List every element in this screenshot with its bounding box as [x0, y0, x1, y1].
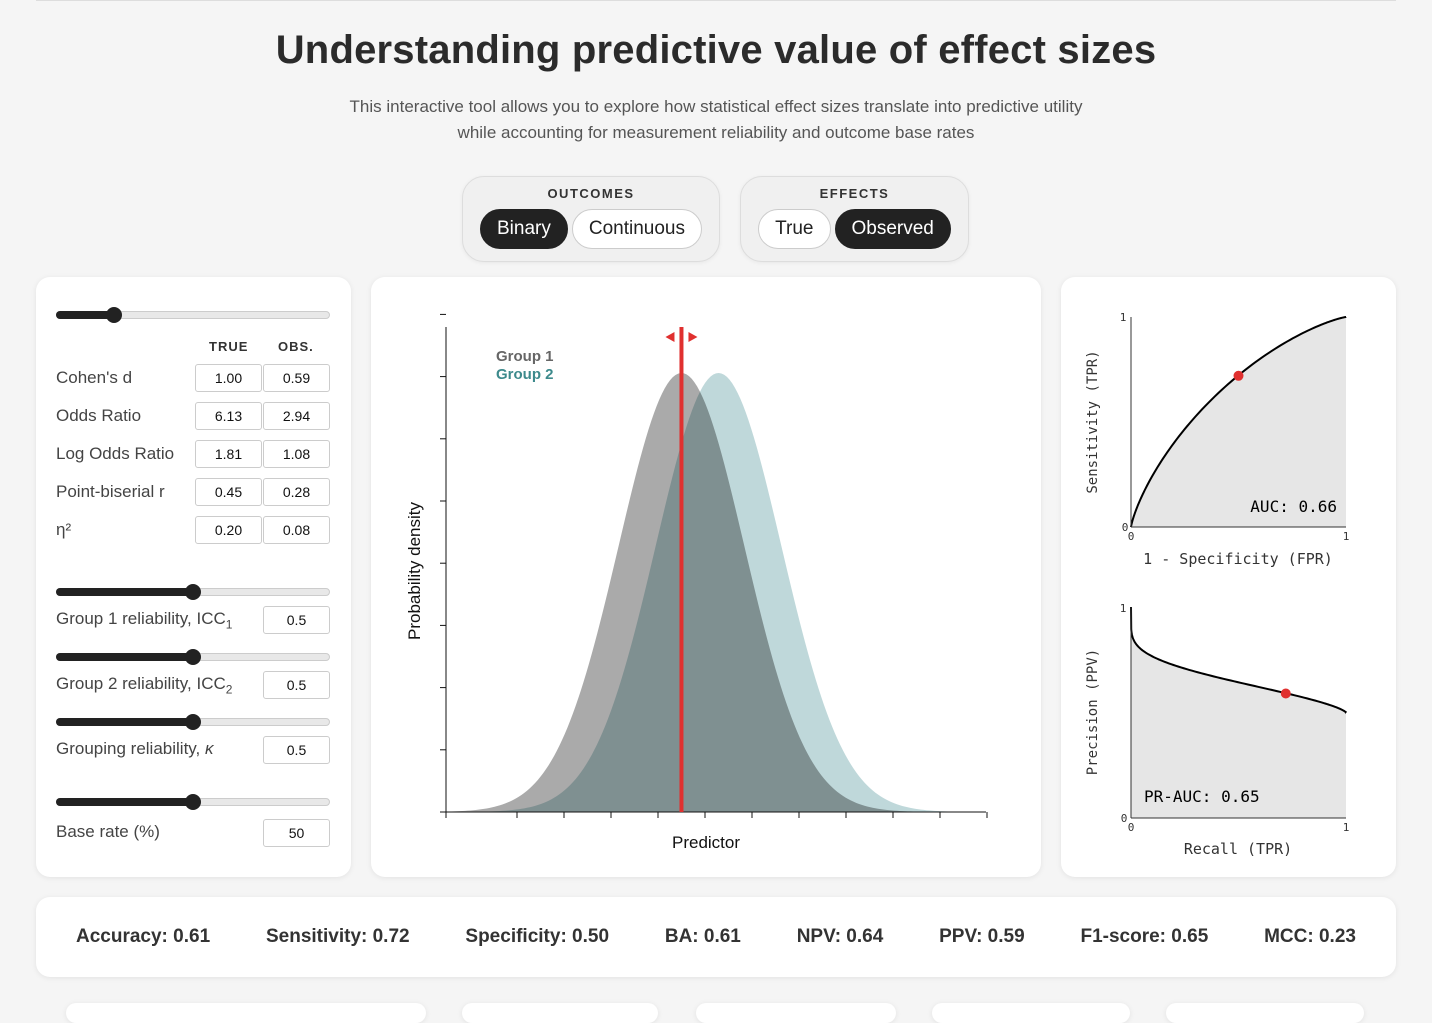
- base-rate-slider[interactable]: [56, 792, 330, 812]
- x-axis-label: Predictor: [672, 833, 740, 852]
- outcomes-toggle: OUTCOMES Binary Continuous: [462, 176, 720, 262]
- effects-toggle: EFFECTS True Observed: [740, 176, 969, 262]
- point-biserial-obs-input[interactable]: [263, 478, 330, 506]
- slider-thumb[interactable]: [105, 307, 122, 323]
- pr-curve: [1130, 606, 1347, 714]
- pr-y-tick-0: 0: [1121, 812, 1128, 825]
- pr-auc-area: [1131, 607, 1346, 818]
- base-rate-input[interactable]: [263, 819, 330, 847]
- grouping-reliability-input[interactable]: [263, 736, 330, 764]
- metric-f1: F1-score: 0.65: [1080, 926, 1209, 947]
- row-label-point-biserial: Point-biserial r: [56, 482, 165, 501]
- page-title: Understanding predictive value of effect…: [275, 28, 1157, 72]
- roc-operating-point: [1233, 370, 1244, 381]
- odds-ratio-true-input[interactable]: [195, 402, 262, 430]
- pr-operating-point: [1280, 688, 1291, 699]
- row-label-odds-ratio: Odds Ratio: [56, 406, 142, 425]
- slider-thumb[interactable]: [185, 584, 201, 600]
- effect-size-slider[interactable]: [56, 305, 330, 325]
- log-odds-ratio-obs-input[interactable]: [263, 440, 330, 468]
- roc-y-label: Sensitivity (TPR): [1085, 350, 1101, 493]
- effects-label: EFFECTS: [819, 186, 890, 201]
- roc-auc-text: AUC: 0.66: [1250, 497, 1337, 516]
- col-true-header: TRUE: [209, 339, 249, 354]
- metric-accuracy: Accuracy: 0.61: [76, 926, 211, 947]
- threshold-left-arrow-icon[interactable]: [665, 332, 675, 342]
- group1-reliability-slider[interactable]: [56, 582, 330, 602]
- lower-card-1: [66, 1003, 426, 1023]
- base-rate-label: Base rate (%): [56, 822, 160, 841]
- group2-reliability-slider[interactable]: [56, 647, 330, 667]
- group2-reliability-label: Group 2 reliability, ICC2: [56, 674, 233, 697]
- row-label-eta-squared: η²: [56, 520, 72, 539]
- roc-x-tick-0: 0: [1128, 530, 1135, 543]
- lower-card-4: [932, 1003, 1130, 1023]
- odds-ratio-obs-input[interactable]: [263, 402, 330, 430]
- pr-x-label: Recall (TPR): [1184, 840, 1292, 858]
- metric-ppv: PPV: 0.59: [939, 926, 1025, 947]
- pr-auc-text: PR-AUC: 0.65: [1144, 787, 1260, 806]
- binary-button[interactable]: Binary: [480, 209, 568, 249]
- density-plot-panel: Group 1 Group 2 Predictor Probability de…: [371, 277, 1041, 877]
- slider-thumb[interactable]: [185, 649, 201, 665]
- pr-x-tick-0: 0: [1128, 821, 1135, 834]
- page-subtitle: This interactive tool allows you to expl…: [349, 97, 1083, 142]
- legend-group2: Group 2: [496, 366, 554, 383]
- roc-y-tick-1: 1: [1120, 311, 1127, 324]
- roc-y-tick-0: 0: [1122, 521, 1129, 534]
- metrics-bar: Accuracy: 0.61 Sensitivity: 0.72 Specifi…: [36, 897, 1396, 977]
- x-axis: [445, 811, 988, 818]
- row-label-log-odds-ratio: Log Odds Ratio: [56, 444, 175, 463]
- roc-auc-area: [1131, 317, 1346, 527]
- grouping-reliability-label: Grouping reliability, κ: [56, 739, 214, 758]
- pr-y-tick-1: 1: [1120, 602, 1127, 615]
- y-axis: [440, 313, 447, 813]
- curves-chart: 1 0 0 1 1 - Specificity (FPR) Sensitivit…: [1085, 311, 1350, 858]
- slider-thumb[interactable]: [185, 714, 201, 730]
- continuous-button[interactable]: Continuous: [571, 209, 702, 249]
- pr-y-label: Precision (PPV): [1085, 649, 1101, 775]
- point-biserial-true-input[interactable]: [195, 478, 262, 506]
- metric-ba: BA: 0.61: [664, 926, 741, 947]
- pr-x-tick-1: 1: [1343, 821, 1350, 834]
- metric-npv: NPV: 0.64: [796, 926, 884, 947]
- y-axis-label: Probability density: [405, 502, 424, 640]
- lower-card-3: [696, 1003, 896, 1023]
- true-button[interactable]: True: [758, 209, 831, 249]
- group1-reliability-label: Group 1 reliability, ICC1: [56, 609, 233, 632]
- roc-pr-panel: 1 0 0 1 1 - Specificity (FPR) Sensitivit…: [1061, 277, 1396, 877]
- metric-sensitivity: Sensitivity: 0.72: [265, 926, 410, 947]
- slider-thumb[interactable]: [185, 794, 201, 810]
- row-label-cohens-d: Cohen's d: [56, 368, 133, 387]
- group1-reliability-input[interactable]: [263, 606, 330, 634]
- outcomes-label: OUTCOMES: [547, 186, 635, 201]
- metric-specificity: Specificity: 0.50: [465, 926, 610, 947]
- col-obs-header: OBS.: [278, 339, 314, 354]
- top-divider: [36, 0, 1396, 1]
- log-odds-ratio-true-input[interactable]: [195, 440, 262, 468]
- cohens-d-true-input[interactable]: [195, 364, 262, 392]
- grouping-reliability-slider[interactable]: [56, 712, 330, 732]
- group2-density-area: [446, 373, 986, 812]
- roc-x-label: 1 - Specificity (FPR): [1143, 550, 1333, 568]
- roc-x-tick-1: 1: [1343, 530, 1350, 543]
- group2-reliability-input[interactable]: [263, 671, 330, 699]
- threshold-right-arrow-icon[interactable]: [688, 332, 698, 342]
- metric-mcc: MCC: 0.23: [1264, 926, 1356, 947]
- observed-button[interactable]: Observed: [834, 209, 951, 249]
- density-chart: Group 1 Group 2 Predictor Probability de…: [405, 313, 988, 852]
- lower-card-5: [1166, 1003, 1364, 1023]
- legend-group1: Group 1: [496, 348, 554, 365]
- cohens-d-obs-input[interactable]: [263, 364, 330, 392]
- eta-squared-obs-input[interactable]: [263, 516, 330, 544]
- eta-squared-true-input[interactable]: [195, 516, 262, 544]
- controls-panel: TRUE OBS. Cohen's d Odds Ratio Log Odds …: [36, 277, 351, 877]
- lower-card-2: [462, 1003, 658, 1023]
